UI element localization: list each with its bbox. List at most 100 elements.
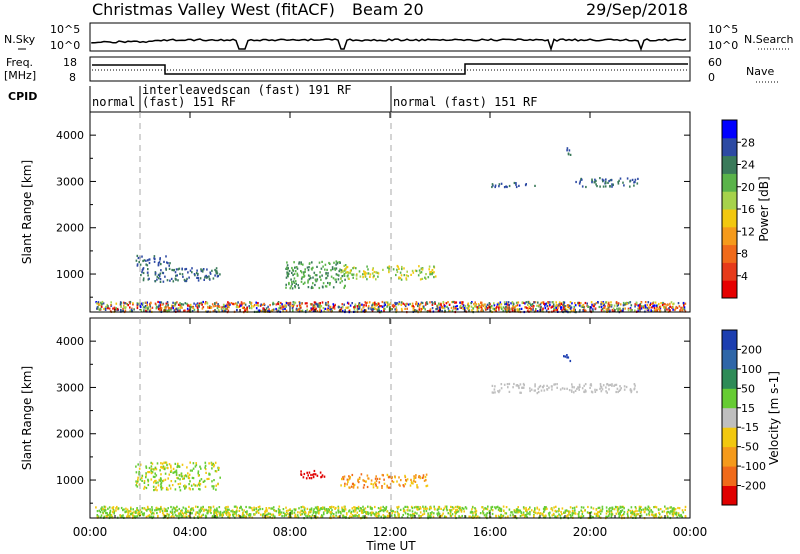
colorbar-swatch [722, 427, 737, 448]
data-pixel [502, 505, 505, 508]
data-pixel [675, 511, 678, 514]
data-pixel [226, 510, 228, 513]
data-pixel [326, 303, 328, 307]
data-pixel [96, 307, 99, 310]
data-pixel [607, 181, 609, 184]
data-pixel [414, 476, 417, 479]
data-pixel [271, 309, 274, 312]
data-pixel [527, 303, 529, 306]
data-pixel [313, 469, 316, 473]
data-pixel [633, 514, 636, 517]
data-pixel [454, 305, 457, 308]
data-pixel [471, 508, 473, 511]
data-pixel [174, 480, 177, 483]
data-pixel [133, 308, 135, 311]
data-pixel [650, 509, 652, 512]
data-pixel [225, 305, 227, 308]
data-pixel [158, 309, 161, 312]
data-pixel [159, 469, 161, 472]
data-pixel [179, 306, 182, 309]
data-pixel [425, 479, 427, 482]
data-pixel [342, 509, 345, 512]
data-pixel [136, 254, 139, 257]
data-pixel [546, 384, 548, 387]
data-pixel [373, 513, 376, 516]
data-pixel [637, 304, 640, 307]
data-pixel [464, 515, 467, 518]
data-pixel [395, 273, 397, 277]
data-pixel [170, 466, 172, 469]
data-pixel [163, 507, 166, 510]
data-pixel [290, 285, 293, 288]
data-pixel [116, 307, 119, 311]
data-pixel [171, 508, 174, 511]
data-pixel [160, 269, 162, 272]
data-pixel [262, 513, 264, 516]
data-pixel [381, 300, 384, 304]
data-pixel [189, 480, 191, 483]
data-pixel [623, 303, 626, 306]
data-pixel [386, 266, 389, 269]
data-pixel [136, 481, 138, 485]
data-pixel [623, 510, 626, 514]
colorbar-swatch [722, 209, 737, 228]
data-pixel [396, 480, 398, 483]
data-pixel [119, 303, 122, 306]
data-pixel [619, 307, 621, 310]
data-pixel [355, 267, 357, 270]
data-pixel [445, 302, 448, 305]
data-pixel [480, 306, 482, 309]
data-pixel [291, 266, 293, 270]
data-pixel [182, 477, 184, 480]
data-pixel [181, 475, 183, 478]
data-pixel [296, 267, 299, 270]
data-pixel [163, 260, 165, 263]
freq-label-line1: Freq. [6, 56, 33, 69]
data-pixel [624, 307, 626, 310]
data-pixel [402, 302, 405, 305]
data-pixel [646, 508, 649, 511]
data-pixel [213, 511, 215, 514]
data-pixel [150, 515, 153, 518]
data-pixel [648, 306, 651, 309]
data-pixel [631, 178, 634, 181]
data-pixel [277, 302, 279, 306]
data-pixel [543, 510, 545, 513]
data-pixel [126, 515, 129, 518]
data-pixel [335, 280, 338, 284]
data-pixel [263, 308, 265, 311]
data-pixel [473, 303, 475, 306]
data-pixel [621, 310, 624, 313]
data-pixel [373, 306, 375, 309]
data-pixel [154, 479, 156, 483]
data-pixel [608, 388, 610, 391]
data-pixel [184, 515, 186, 518]
data-pixel [198, 302, 201, 305]
data-pixel [514, 306, 516, 309]
data-pixel [536, 507, 539, 510]
data-pixel [285, 302, 288, 305]
data-pixel [344, 515, 346, 519]
data-pixel [269, 512, 271, 515]
data-pixel [401, 309, 403, 312]
data-pixel [440, 303, 442, 306]
data-pixel [575, 505, 578, 508]
data-pixel [476, 306, 479, 309]
data-pixel [480, 301, 482, 304]
data-pixel [311, 303, 313, 306]
data-pixel [644, 306, 647, 309]
data-pixel [189, 269, 192, 272]
data-pixel [333, 305, 336, 308]
data-pixel [608, 384, 610, 387]
data-pixel [600, 390, 603, 393]
data-pixel [286, 274, 289, 277]
data-pixel [610, 304, 612, 307]
data-pixel [484, 507, 486, 510]
data-pixel [340, 269, 343, 272]
data-pixel [309, 508, 311, 511]
data-pixel [383, 507, 386, 510]
data-pixel [308, 471, 311, 474]
data-pixel [485, 513, 487, 516]
data-pixel [177, 303, 180, 306]
data-pixel [319, 507, 322, 510]
